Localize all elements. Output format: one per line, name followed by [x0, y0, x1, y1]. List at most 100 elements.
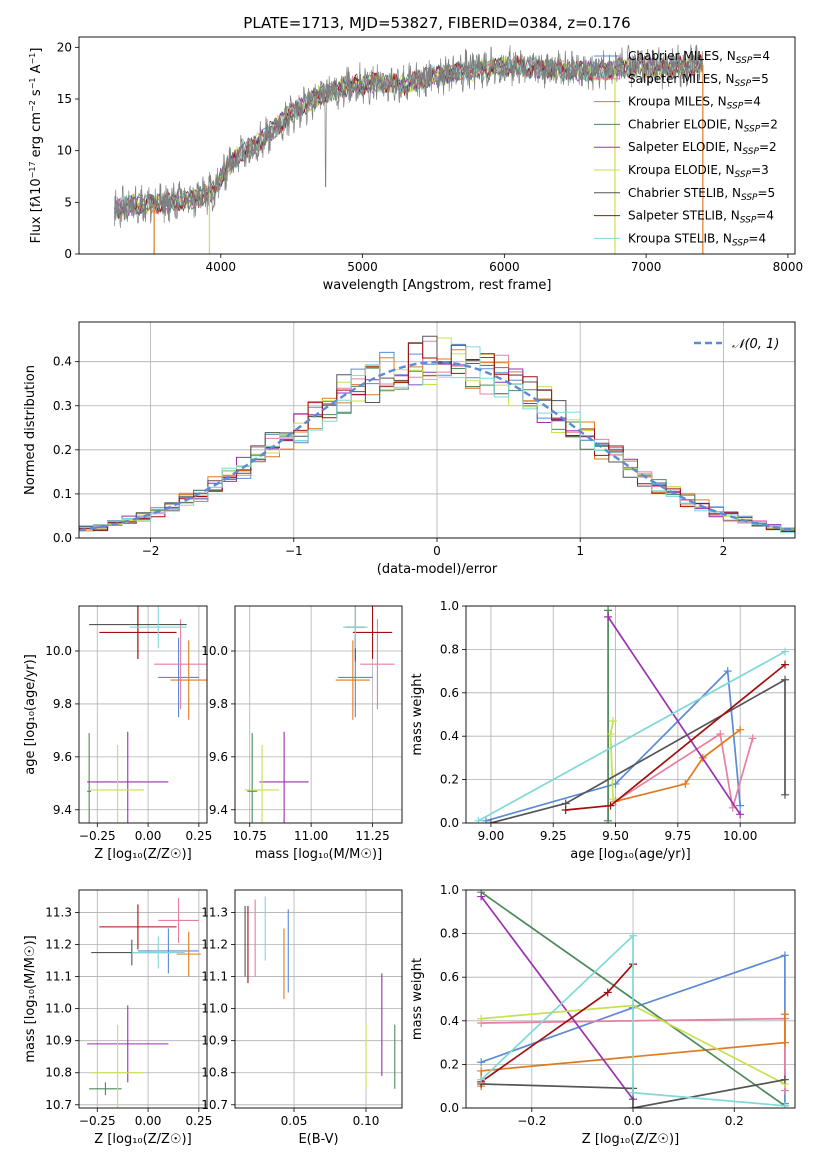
grid-lines [235, 890, 402, 1108]
y-tick-label: 0.0 [440, 1101, 459, 1115]
point-kroupa_miles [176, 931, 201, 977]
axes: 10.75 11.00 11.25 9.4 9.6 9.8 10.0 mass [log₁₀(… [201, 605, 403, 862]
y-tick-label: 0 [64, 247, 72, 261]
series-marker [629, 1104, 638, 1108]
x-axis-label: Z [log₁₀(Z/Z☉)] [94, 1132, 191, 1147]
plot-area [79, 335, 795, 534]
x-tick-label: 9.00 [478, 829, 505, 843]
y-tick-label: 1.0 [440, 883, 459, 897]
y-tick-label: 11.3 [201, 905, 228, 919]
point-kroupa_miles [170, 640, 207, 720]
point-kroupa_elodie [244, 744, 280, 823]
series-line [615, 732, 754, 809]
axes-frame [78, 36, 796, 255]
plot-area [87, 898, 201, 1108]
series-line [615, 729, 741, 803]
panel-residuals: −2 −1 0 1 2 0.0 0.1 0.2 0.3 0.4 (data-model)/error… [23, 321, 796, 577]
legend-entry: Chabrier STELIB, NSSP=5 [628, 186, 775, 203]
grid-lines [79, 606, 207, 823]
series-marker [780, 1075, 789, 1084]
series-salpeter_elodie [604, 612, 745, 819]
legend-entry: Kroupa ELODIE, NSSP=3 [628, 163, 769, 180]
y-axis-label: age [log₁₀(age/yr)] [23, 654, 38, 775]
x-tick-label: −1 [285, 544, 303, 558]
panel-spectrum: 4000 5000 6000 7000 8000 0 5 10 15 20 wavelength [… [28, 36, 803, 293]
axes: −0.2 0.0 0.2 0.0 0.2 0.4 0.6 0.8 1.0 Z [log₁₀(Z/Z… [410, 883, 796, 1147]
y-tick-label: 0.4 [53, 355, 72, 369]
series-marker [606, 730, 615, 739]
axes-frame [234, 889, 403, 1109]
x-tick-label: 0.2 [725, 1114, 744, 1128]
series-marker [477, 1058, 486, 1067]
y-tick-label: 0.3 [53, 399, 72, 413]
series-marker [781, 647, 790, 656]
plot-area [114, 44, 704, 254]
legend-entry: Chabrier MILES, NSSP=4 [628, 49, 770, 66]
panel-age_vs_Z: −0.25 0.00 0.25 9.4 9.6 9.8 10.0 Z [log₁₀(Z/Z☉)… [23, 605, 213, 862]
x-tick-label: 6000 [489, 260, 520, 274]
series-marker [781, 790, 790, 799]
series-marker [561, 805, 570, 814]
legend-entry: Kroupa MILES, NSSP=4 [628, 95, 761, 112]
panel-massweight_vs_age: 9.00 9.25 9.50 9.75 10.00 0.0 0.2 0.4 0.6 0.8 1.0 a… [410, 599, 796, 862]
point-chabrier_elodie [87, 733, 92, 823]
y-tick-label: 11.3 [45, 905, 72, 919]
x-tick-label: 9.75 [664, 829, 691, 843]
legend-entry: Kroupa STELIB, NSSP=4 [628, 231, 766, 248]
y-axis-label: mass weight [410, 673, 425, 755]
y-tick-label: 1.0 [440, 599, 459, 613]
series-marker [474, 816, 483, 823]
point-salpeter_stelib [99, 606, 177, 659]
y-tick-label: 0.4 [440, 1014, 459, 1028]
x-tick-label: −0.25 [79, 829, 116, 843]
x-tick-label: 7000 [631, 260, 662, 274]
axes: 9.00 9.25 9.50 9.75 10.00 0.0 0.2 0.4 0.6 0.8 1.0 a… [410, 599, 796, 862]
plot-area [87, 606, 207, 823]
series-line [490, 678, 786, 823]
series-marker [629, 931, 638, 940]
series-chabrier_miles [481, 667, 745, 823]
point-kroupa_miles [335, 640, 371, 720]
series-marker [736, 725, 745, 734]
y-tick-label: 9.8 [209, 697, 228, 711]
series-marker [736, 801, 745, 810]
axes: 0.05 0.10 10.7 10.8 10.9 11.0 11.1 11.2 11.3 E(B-… [201, 889, 403, 1147]
point-chabrier_elodie [89, 1082, 122, 1096]
y-tick-label: 15 [57, 92, 72, 106]
legend-entry: 𝒩(0, 1) [732, 337, 779, 352]
point-kroupa_stelib [129, 606, 187, 649]
point-kroupa_elodie [91, 744, 145, 823]
series-marker [748, 734, 757, 743]
series-marker [716, 730, 725, 739]
x-tick-label: 10.00 [723, 829, 757, 843]
figure-title: PLATE=1713, MJD=53827, FIBERID=0384, z=0… [243, 14, 630, 32]
y-tick-label: 10.7 [45, 1098, 72, 1112]
x-tick-label: 0.0 [623, 1114, 642, 1128]
point-salpeter_miles [360, 619, 395, 710]
plot-area [474, 606, 790, 823]
y-tick-label: 0.2 [440, 773, 459, 787]
point-salpeter_miles [158, 898, 199, 943]
x-tick-label: 2 [720, 544, 728, 558]
y-tick-label: 11.1 [201, 970, 228, 984]
series-marker [477, 1075, 486, 1084]
series-marker [477, 1066, 486, 1075]
axes-frame [78, 605, 208, 824]
y-tick-label: 10 [57, 144, 72, 158]
normal-curve [79, 360, 795, 532]
x-tick-label: −2 [142, 544, 160, 558]
y-tick-label: 0.8 [440, 927, 459, 941]
series-marker [780, 1038, 789, 1047]
series-line [485, 669, 742, 822]
x-tick-label: 0.25 [186, 1114, 213, 1128]
series-marker [609, 795, 618, 804]
series-salpeter_stelib [561, 660, 790, 814]
point-salpeter_elodie [87, 731, 169, 823]
axes: −0.25 0.00 0.25 9.4 9.6 9.8 10.0 Z [log₁₀(Z/Z☉)… [23, 605, 213, 862]
series-marker [603, 988, 612, 997]
point-salpeter_miles [154, 619, 207, 710]
x-tick-label: 0.25 [186, 829, 213, 843]
y-tick-label: 0.2 [440, 1057, 459, 1071]
x-axis-label: wavelength [Angstrom, rest frame] [323, 278, 552, 293]
